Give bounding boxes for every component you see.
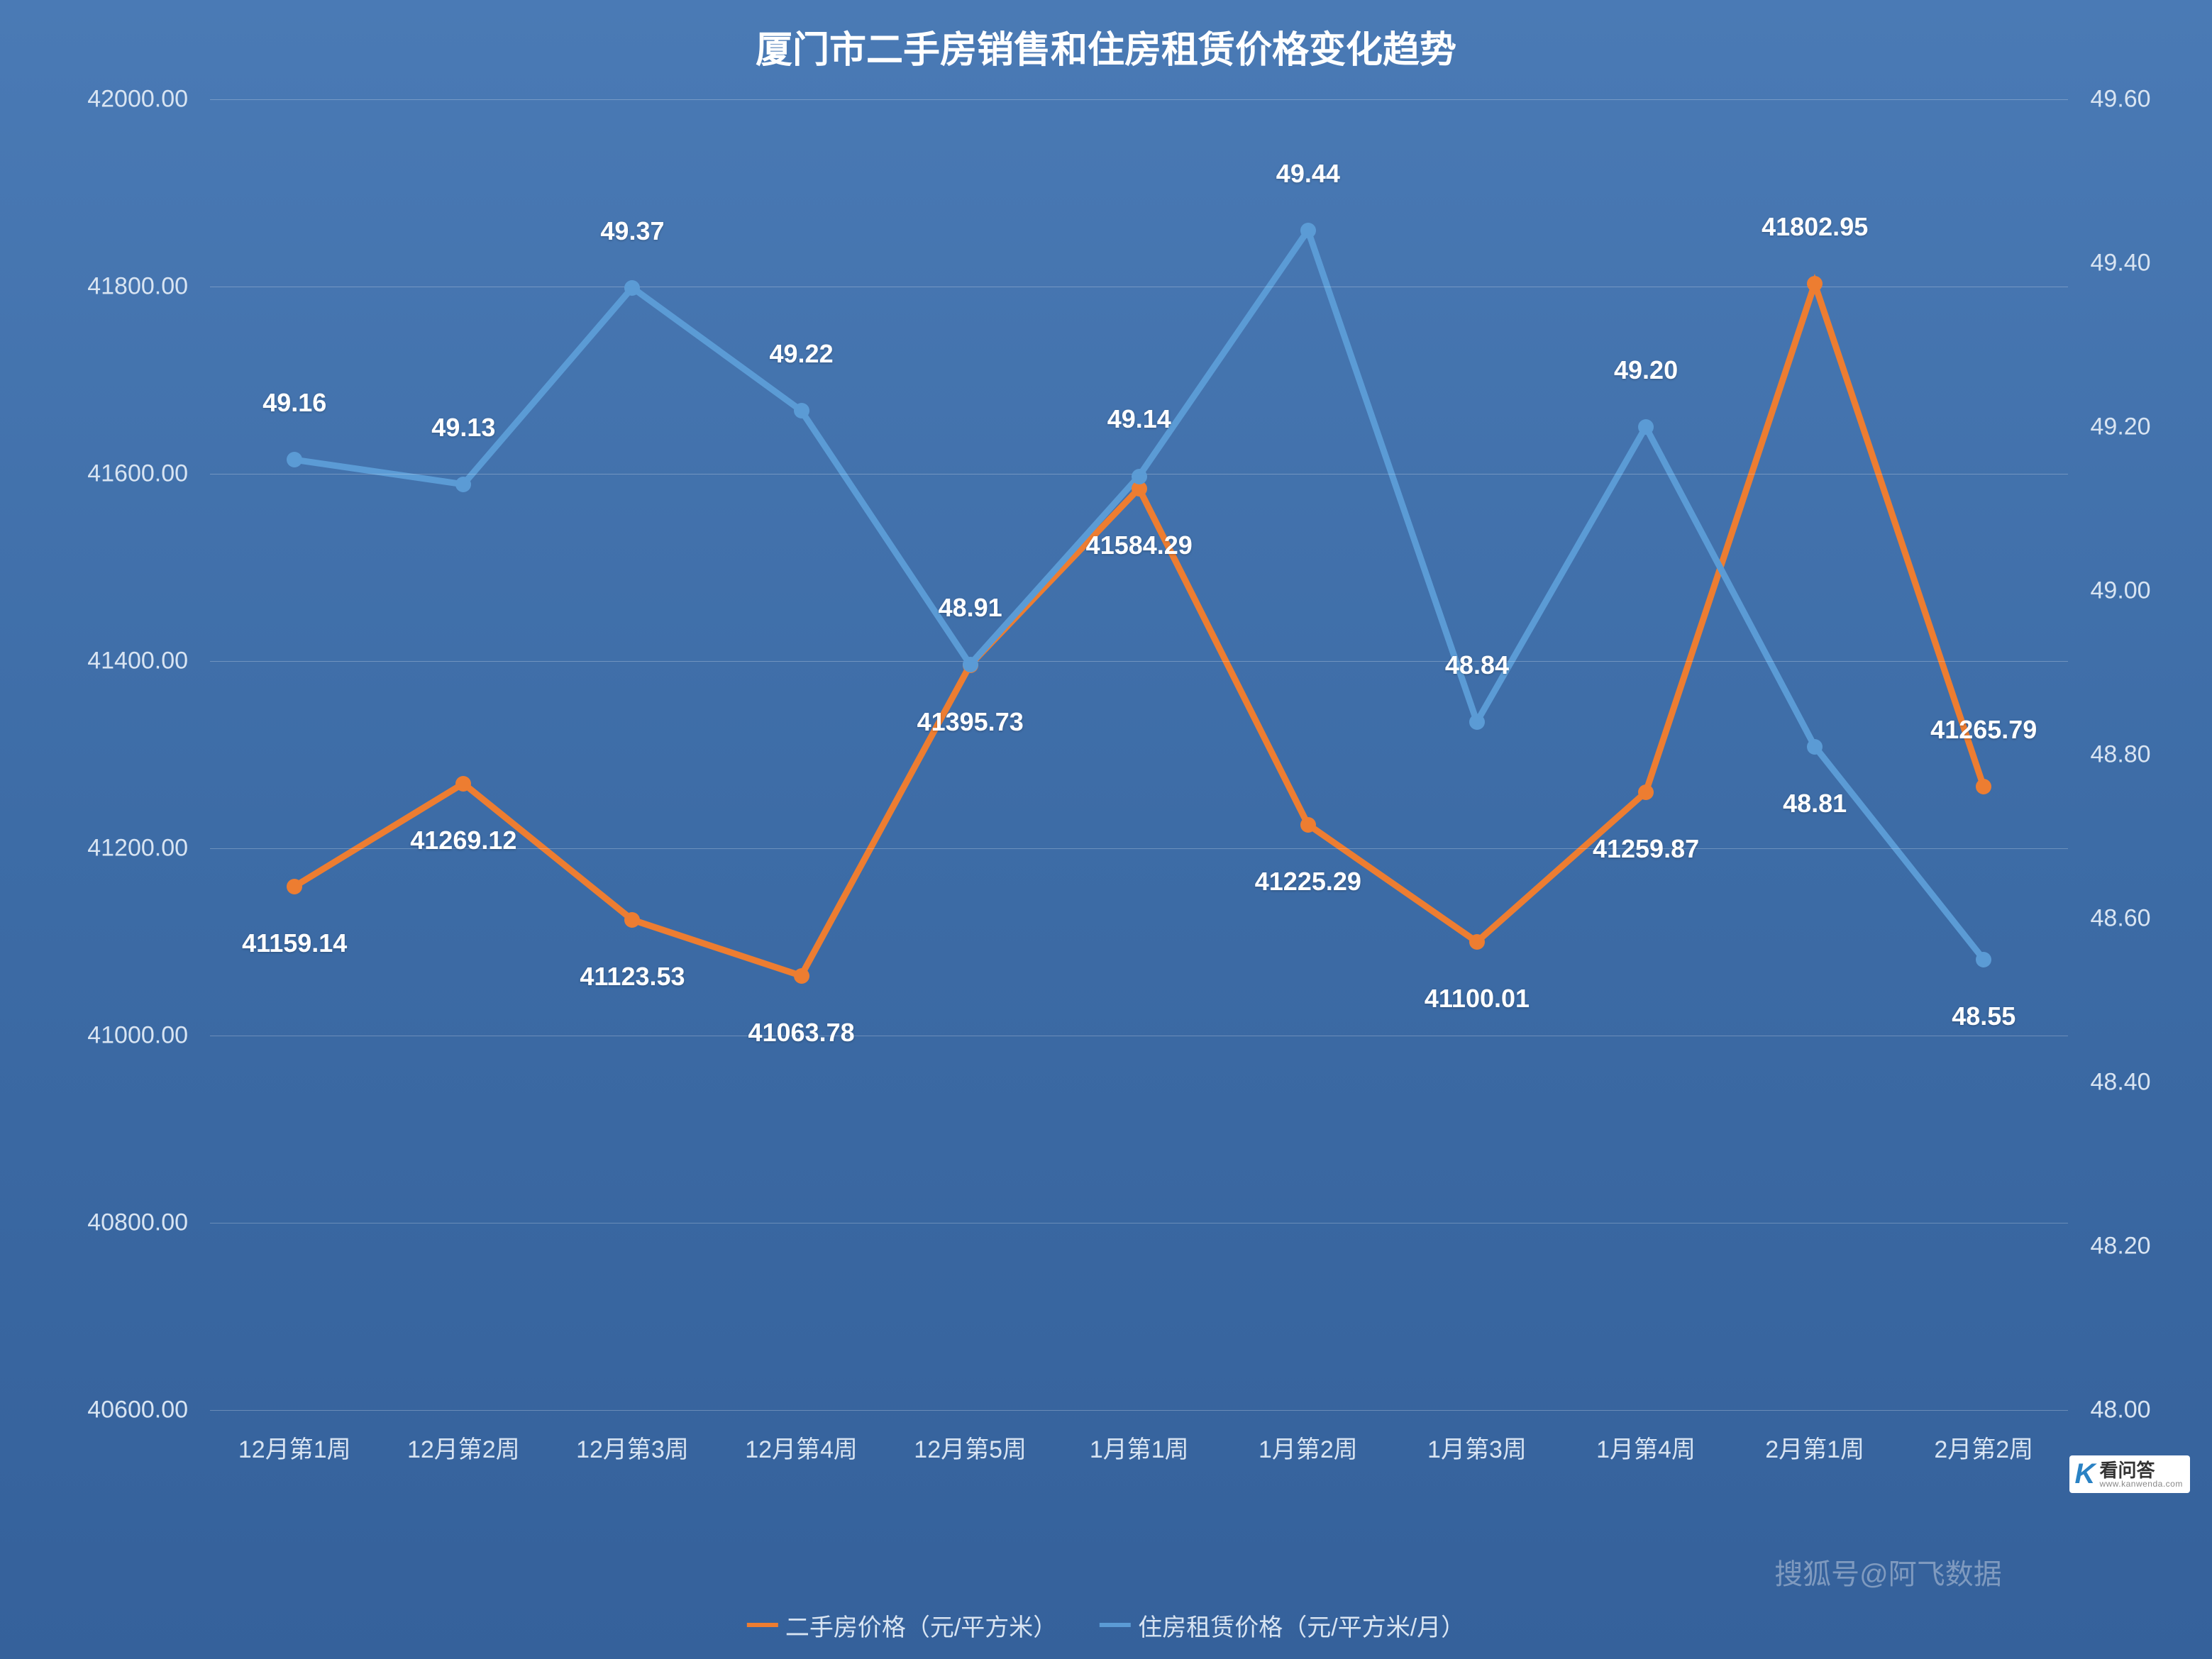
chart-root: 厦门市二手房销售和住房租赁价格变化趋势 41159.14 41269.12 4112… [0, 0, 2212, 1659]
watermark-source: 搜狐号@阿飞数据 [1774, 1551, 2002, 1592]
y-axis-left-tick: 41800.00 [87, 273, 188, 301]
data-label-rent: 49.13 [431, 413, 495, 443]
y-axis-right-tick: 49.20 [2091, 414, 2151, 441]
marker-rent [1300, 223, 1316, 238]
data-label-rent: 49.37 [600, 216, 664, 246]
marker-sale [794, 968, 809, 984]
marker-rent [1807, 739, 1823, 755]
y-axis-right-tick: 48.40 [2091, 1069, 2151, 1097]
marker-rent [963, 657, 978, 672]
x-axis-tick: 1月第2周 [1259, 1430, 1358, 1465]
y-axis-left-tick: 40600.00 [87, 1397, 188, 1424]
marker-sale [1638, 784, 1654, 800]
data-label-rent: 49.20 [1614, 355, 1678, 385]
gridline [210, 99, 2068, 100]
marker-sale [287, 879, 302, 894]
logo-url: www.kanwenda.com [2099, 1480, 2182, 1488]
y-axis-right-tick: 48.60 [2091, 905, 2151, 933]
marker-rent [1976, 952, 1991, 967]
x-axis-tick: 1月第4周 [1596, 1430, 1696, 1465]
marker-sale [1469, 934, 1485, 950]
y-axis-left-tick: 41400.00 [87, 648, 188, 675]
marker-rent [1132, 469, 1147, 484]
marker-sale [1807, 276, 1823, 292]
logo-cn: 看问答 [2099, 1461, 2182, 1480]
x-axis-tick: 1月第3周 [1427, 1430, 1527, 1465]
data-label-sale: 41802.95 [1762, 212, 1868, 242]
data-label-sale: 41159.14 [242, 928, 347, 958]
data-label-sale: 41265.79 [1930, 715, 2037, 745]
data-label-sale: 41269.12 [410, 826, 516, 855]
plot-area: 41159.14 41269.12 41123.53 41063.78 41395.73… [210, 99, 2068, 1410]
y-axis-left-tick: 40800.00 [87, 1209, 188, 1237]
y-axis-right-tick: 49.40 [2091, 250, 2151, 277]
marker-rent [1469, 714, 1485, 730]
y-axis-left-tick: 42000.00 [87, 86, 188, 113]
y-axis-right-tick: 48.80 [2091, 741, 2151, 769]
y-axis-right-tick: 48.20 [2091, 1233, 2151, 1260]
marker-rent [1638, 419, 1654, 435]
gridline [210, 1223, 2068, 1224]
marker-sale [1300, 817, 1316, 833]
x-axis-tick: 12月第4周 [745, 1430, 858, 1465]
y-axis-left-tick: 41200.00 [87, 835, 188, 862]
marker-rent [624, 280, 640, 296]
legend-item-sale: 二手房价格（元/平方米） [747, 1608, 1057, 1643]
x-axis-tick: 12月第1周 [238, 1430, 351, 1465]
x-axis-tick: 2月第1周 [1765, 1430, 1864, 1465]
data-label-rent: 49.16 [262, 388, 326, 418]
gridline [210, 661, 2068, 662]
data-label-sale: 41123.53 [580, 962, 685, 992]
data-label-rent: 49.14 [1107, 404, 1171, 434]
x-axis-tick: 12月第3周 [576, 1430, 689, 1465]
legend-label-rent: 住房租赁价格（元/平方米/月） [1138, 1608, 1465, 1643]
marker-rent [287, 452, 302, 467]
gridline [210, 1410, 2068, 1411]
x-axis-tick: 2月第2周 [1934, 1430, 2033, 1465]
data-label-sale: 41584.29 [1086, 531, 1193, 560]
data-label-sale: 41225.29 [1255, 867, 1361, 897]
marker-rent [794, 403, 809, 418]
series-lines-svg [210, 99, 2068, 1410]
x-axis-tick: 1月第1周 [1090, 1430, 1189, 1465]
data-label-rent: 48.81 [1783, 789, 1847, 819]
y-axis-right-tick: 48.00 [2091, 1397, 2151, 1424]
legend-swatch-rent [1100, 1623, 1131, 1626]
y-axis-left-tick: 41000.00 [87, 1022, 188, 1050]
y-axis-left-tick: 41600.00 [87, 460, 188, 488]
legend-swatch-sale [747, 1623, 778, 1626]
data-label-sale: 41063.78 [748, 1018, 854, 1048]
data-label-rent: 49.44 [1276, 159, 1340, 189]
data-label-rent: 48.55 [1952, 1001, 2015, 1031]
watermark-logo: K 看问答 www.kanwenda.com [2069, 1455, 2190, 1493]
marker-sale [624, 912, 640, 928]
logo-letter: K [2075, 1458, 2096, 1490]
marker-sale [455, 776, 471, 792]
x-axis-tick: 12月第2周 [407, 1430, 520, 1465]
marker-sale [1976, 779, 1991, 794]
legend-item-rent: 住房租赁价格（元/平方米/月） [1100, 1608, 1465, 1643]
chart-title: 厦门市二手房销售和住房租赁价格变化趋势 [756, 20, 1456, 73]
y-axis-right-tick: 49.00 [2091, 577, 2151, 605]
data-label-sale: 41259.87 [1593, 834, 1699, 864]
marker-rent [455, 477, 471, 492]
data-label-rent: 49.22 [770, 339, 834, 369]
data-label-sale: 41100.01 [1425, 984, 1530, 1014]
data-label-rent: 48.91 [939, 593, 1002, 623]
y-axis-right-tick: 49.60 [2091, 86, 2151, 113]
legend: 二手房价格（元/平方米） 住房租赁价格（元/平方米/月） [747, 1608, 1465, 1643]
data-label-rent: 48.84 [1445, 650, 1509, 680]
legend-label-sale: 二手房价格（元/平方米） [785, 1608, 1057, 1643]
data-label-sale: 41395.73 [917, 707, 1024, 737]
x-axis-tick: 12月第5周 [914, 1430, 1027, 1465]
